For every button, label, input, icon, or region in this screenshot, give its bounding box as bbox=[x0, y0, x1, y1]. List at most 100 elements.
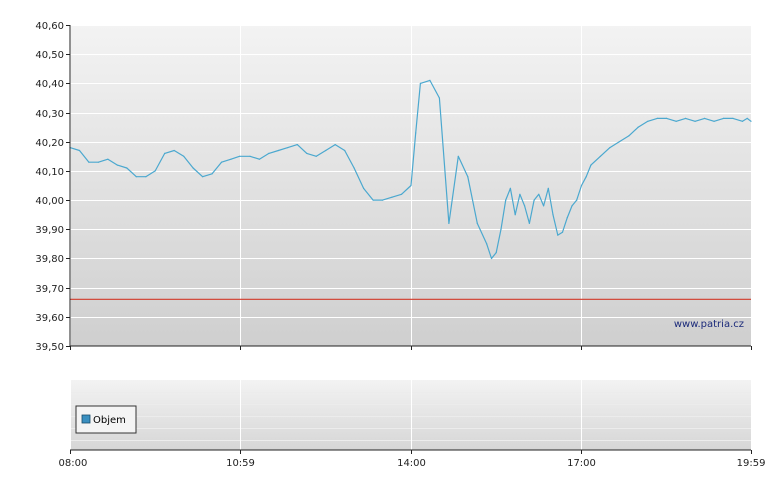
price-point bbox=[685, 117, 687, 119]
price-point bbox=[344, 149, 346, 152]
price-point bbox=[495, 252, 497, 254]
price-series-line bbox=[69, 79, 752, 260]
price-point bbox=[202, 176, 204, 178]
y-tick-label: 40,40 bbox=[35, 79, 64, 90]
y-tick-label: 40,00 bbox=[35, 196, 64, 207]
price-point bbox=[694, 120, 696, 122]
price-point bbox=[334, 144, 336, 146]
price-point bbox=[713, 120, 715, 122]
price-lines bbox=[69, 79, 752, 300]
price-point bbox=[164, 152, 166, 154]
price-point bbox=[382, 199, 384, 201]
y-tick-label: 39,60 bbox=[35, 313, 64, 324]
price-point bbox=[628, 135, 630, 137]
price-point bbox=[528, 222, 531, 224]
price-point bbox=[538, 193, 540, 195]
legend-swatch bbox=[81, 414, 91, 424]
price-point bbox=[238, 155, 241, 157]
price-point bbox=[585, 176, 587, 178]
price-point bbox=[656, 117, 658, 119]
price-point bbox=[514, 214, 516, 216]
price-point bbox=[325, 149, 327, 152]
price-point bbox=[533, 199, 535, 201]
price-point bbox=[306, 152, 308, 154]
price-point bbox=[220, 161, 223, 163]
price-point bbox=[486, 243, 488, 245]
x-tick-label: 14:00 bbox=[397, 458, 426, 469]
price-point bbox=[457, 155, 459, 157]
price-point bbox=[637, 126, 639, 128]
price-point bbox=[353, 167, 355, 169]
price-point bbox=[666, 117, 668, 119]
price-point bbox=[363, 187, 365, 189]
price-point bbox=[557, 234, 559, 236]
x-axis-ticks: 08:00 10:59 14:00 17:00 19:59 bbox=[59, 346, 766, 469]
x-tick-label: 08:00 bbox=[59, 458, 88, 469]
price-point bbox=[561, 231, 564, 233]
y-tick-label: 40,20 bbox=[35, 138, 64, 149]
price-point bbox=[722, 117, 725, 119]
legend-label: Objem bbox=[93, 415, 126, 426]
volume-panel-background bbox=[70, 380, 751, 450]
volume-legend: Objem bbox=[75, 405, 137, 434]
price-point bbox=[400, 193, 403, 195]
price-point bbox=[571, 205, 573, 207]
y-tick-label: 40,10 bbox=[35, 167, 64, 178]
price-point bbox=[391, 196, 393, 198]
price-point bbox=[599, 155, 602, 157]
price-point bbox=[192, 167, 194, 169]
price-point bbox=[211, 173, 213, 175]
price-point bbox=[566, 217, 568, 219]
price-point bbox=[732, 117, 734, 119]
x-tick-label: 17:00 bbox=[567, 458, 596, 469]
price-point bbox=[524, 205, 526, 207]
y-tick-label: 39,90 bbox=[35, 225, 64, 236]
watermark: www.patria.cz bbox=[674, 319, 744, 330]
price-point bbox=[505, 199, 507, 201]
y-tick-label: 39,70 bbox=[35, 284, 64, 295]
price-point bbox=[750, 120, 752, 122]
price-point bbox=[88, 161, 90, 163]
price-point bbox=[183, 155, 185, 157]
price-point bbox=[547, 187, 549, 189]
price-point bbox=[746, 117, 748, 119]
price-point bbox=[438, 97, 440, 99]
price-point bbox=[315, 155, 317, 157]
price-point bbox=[647, 120, 649, 122]
price-point bbox=[609, 147, 611, 149]
price-point bbox=[107, 158, 109, 160]
price-point bbox=[97, 161, 99, 163]
y-tick-label: 40,60 bbox=[35, 21, 64, 32]
price-point bbox=[296, 144, 298, 146]
price-point bbox=[476, 222, 478, 224]
price-point bbox=[173, 149, 175, 152]
price-point bbox=[78, 149, 81, 152]
price-point bbox=[154, 170, 156, 172]
price-point bbox=[618, 141, 620, 143]
price-point bbox=[675, 120, 677, 122]
price-point bbox=[429, 79, 431, 81]
price-point bbox=[116, 164, 118, 166]
price-point bbox=[410, 184, 412, 187]
price-point bbox=[590, 164, 592, 166]
price-point bbox=[509, 187, 511, 189]
price-point bbox=[580, 184, 583, 187]
price-point bbox=[741, 120, 744, 122]
price-point bbox=[490, 257, 493, 260]
x-tick-label: 19:59 bbox=[737, 458, 766, 469]
price-point bbox=[230, 158, 232, 160]
price-point bbox=[415, 132, 417, 134]
price-point bbox=[704, 117, 706, 119]
price-point bbox=[419, 82, 421, 84]
price-point bbox=[135, 176, 137, 178]
price-point bbox=[126, 167, 128, 169]
price-point bbox=[519, 193, 521, 195]
price-point bbox=[576, 199, 578, 201]
price-point bbox=[268, 152, 270, 154]
price-point bbox=[258, 158, 260, 160]
price-point bbox=[145, 176, 147, 178]
y-tick-label: 39,50 bbox=[35, 342, 64, 353]
price-point bbox=[467, 176, 469, 178]
y-tick-label: 40,30 bbox=[35, 109, 64, 120]
